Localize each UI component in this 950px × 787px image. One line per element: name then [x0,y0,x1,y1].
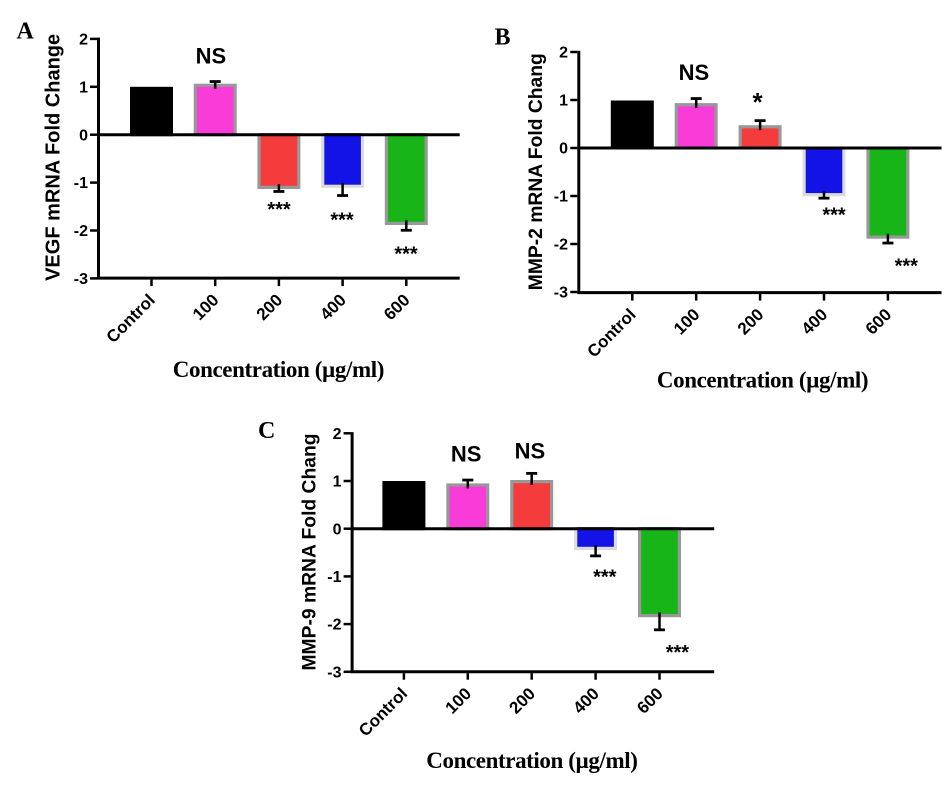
svg-text:0: 0 [79,127,88,144]
svg-text:600: 600 [862,305,895,338]
svg-text:200: 200 [734,305,767,338]
svg-text:MMP-2 mRNA Fold Chang: MMP-2 mRNA Fold Chang [526,53,547,290]
svg-text:600: 600 [380,290,413,323]
svg-text:VEGF mRNA Fold Change: VEGF mRNA Fold Change [43,34,65,281]
svg-text:2: 2 [333,426,342,443]
svg-text:***: *** [822,205,846,227]
svg-text:NS: NS [679,60,710,85]
svg-text:1: 1 [559,93,568,110]
svg-text:-2: -2 [327,617,341,634]
svg-text:400: 400 [316,290,349,323]
svg-text:200: 200 [506,684,539,717]
svg-text:NS: NS [515,439,546,464]
svg-text:1: 1 [79,79,88,96]
svg-text:***: *** [394,244,418,266]
svg-text:100: 100 [189,290,222,323]
svg-text:C: C [258,418,275,444]
svg-text:-1: -1 [554,189,568,206]
svg-text:MMP-9 mRNA Fold Chang: MMP-9 mRNA Fold Chang [300,433,321,670]
svg-text:Control: Control [103,290,159,346]
svg-text:***: *** [895,256,919,278]
svg-text:-3: -3 [327,664,341,681]
svg-text:Control: Control [355,684,411,740]
svg-text:400: 400 [569,684,602,717]
svg-text:400: 400 [798,305,831,338]
svg-text:A: A [17,18,35,44]
svg-text:Concentration (µg/ml): Concentration (µg/ml) [426,748,637,773]
svg-text:Concentration (µg/ml): Concentration (µg/ml) [657,368,868,393]
svg-text:-1: -1 [327,569,341,586]
svg-text:***: *** [267,199,291,221]
svg-text:B: B [495,25,511,51]
svg-text:2: 2 [559,45,568,62]
svg-text:200: 200 [253,290,286,323]
svg-text:-2: -2 [74,223,88,240]
svg-text:***: *** [666,642,690,664]
svg-text:100: 100 [670,305,703,338]
svg-text:Control: Control [583,305,639,361]
svg-text:100: 100 [442,684,475,717]
svg-text:NS: NS [196,44,227,69]
svg-text:-3: -3 [74,271,88,288]
svg-text:600: 600 [633,684,666,717]
svg-text:***: *** [330,210,354,232]
svg-text:Concentration (µg/ml): Concentration (µg/ml) [173,357,384,382]
svg-text:-2: -2 [554,237,568,254]
svg-text:1: 1 [333,474,342,491]
svg-text:0: 0 [559,141,568,158]
svg-text:*: * [752,87,763,117]
svg-text:NS: NS [451,442,482,467]
svg-text:2: 2 [79,32,88,49]
svg-text:***: *** [593,566,617,588]
svg-text:0: 0 [333,521,342,538]
svg-text:-1: -1 [74,175,88,192]
svg-text:-3: -3 [554,285,568,302]
